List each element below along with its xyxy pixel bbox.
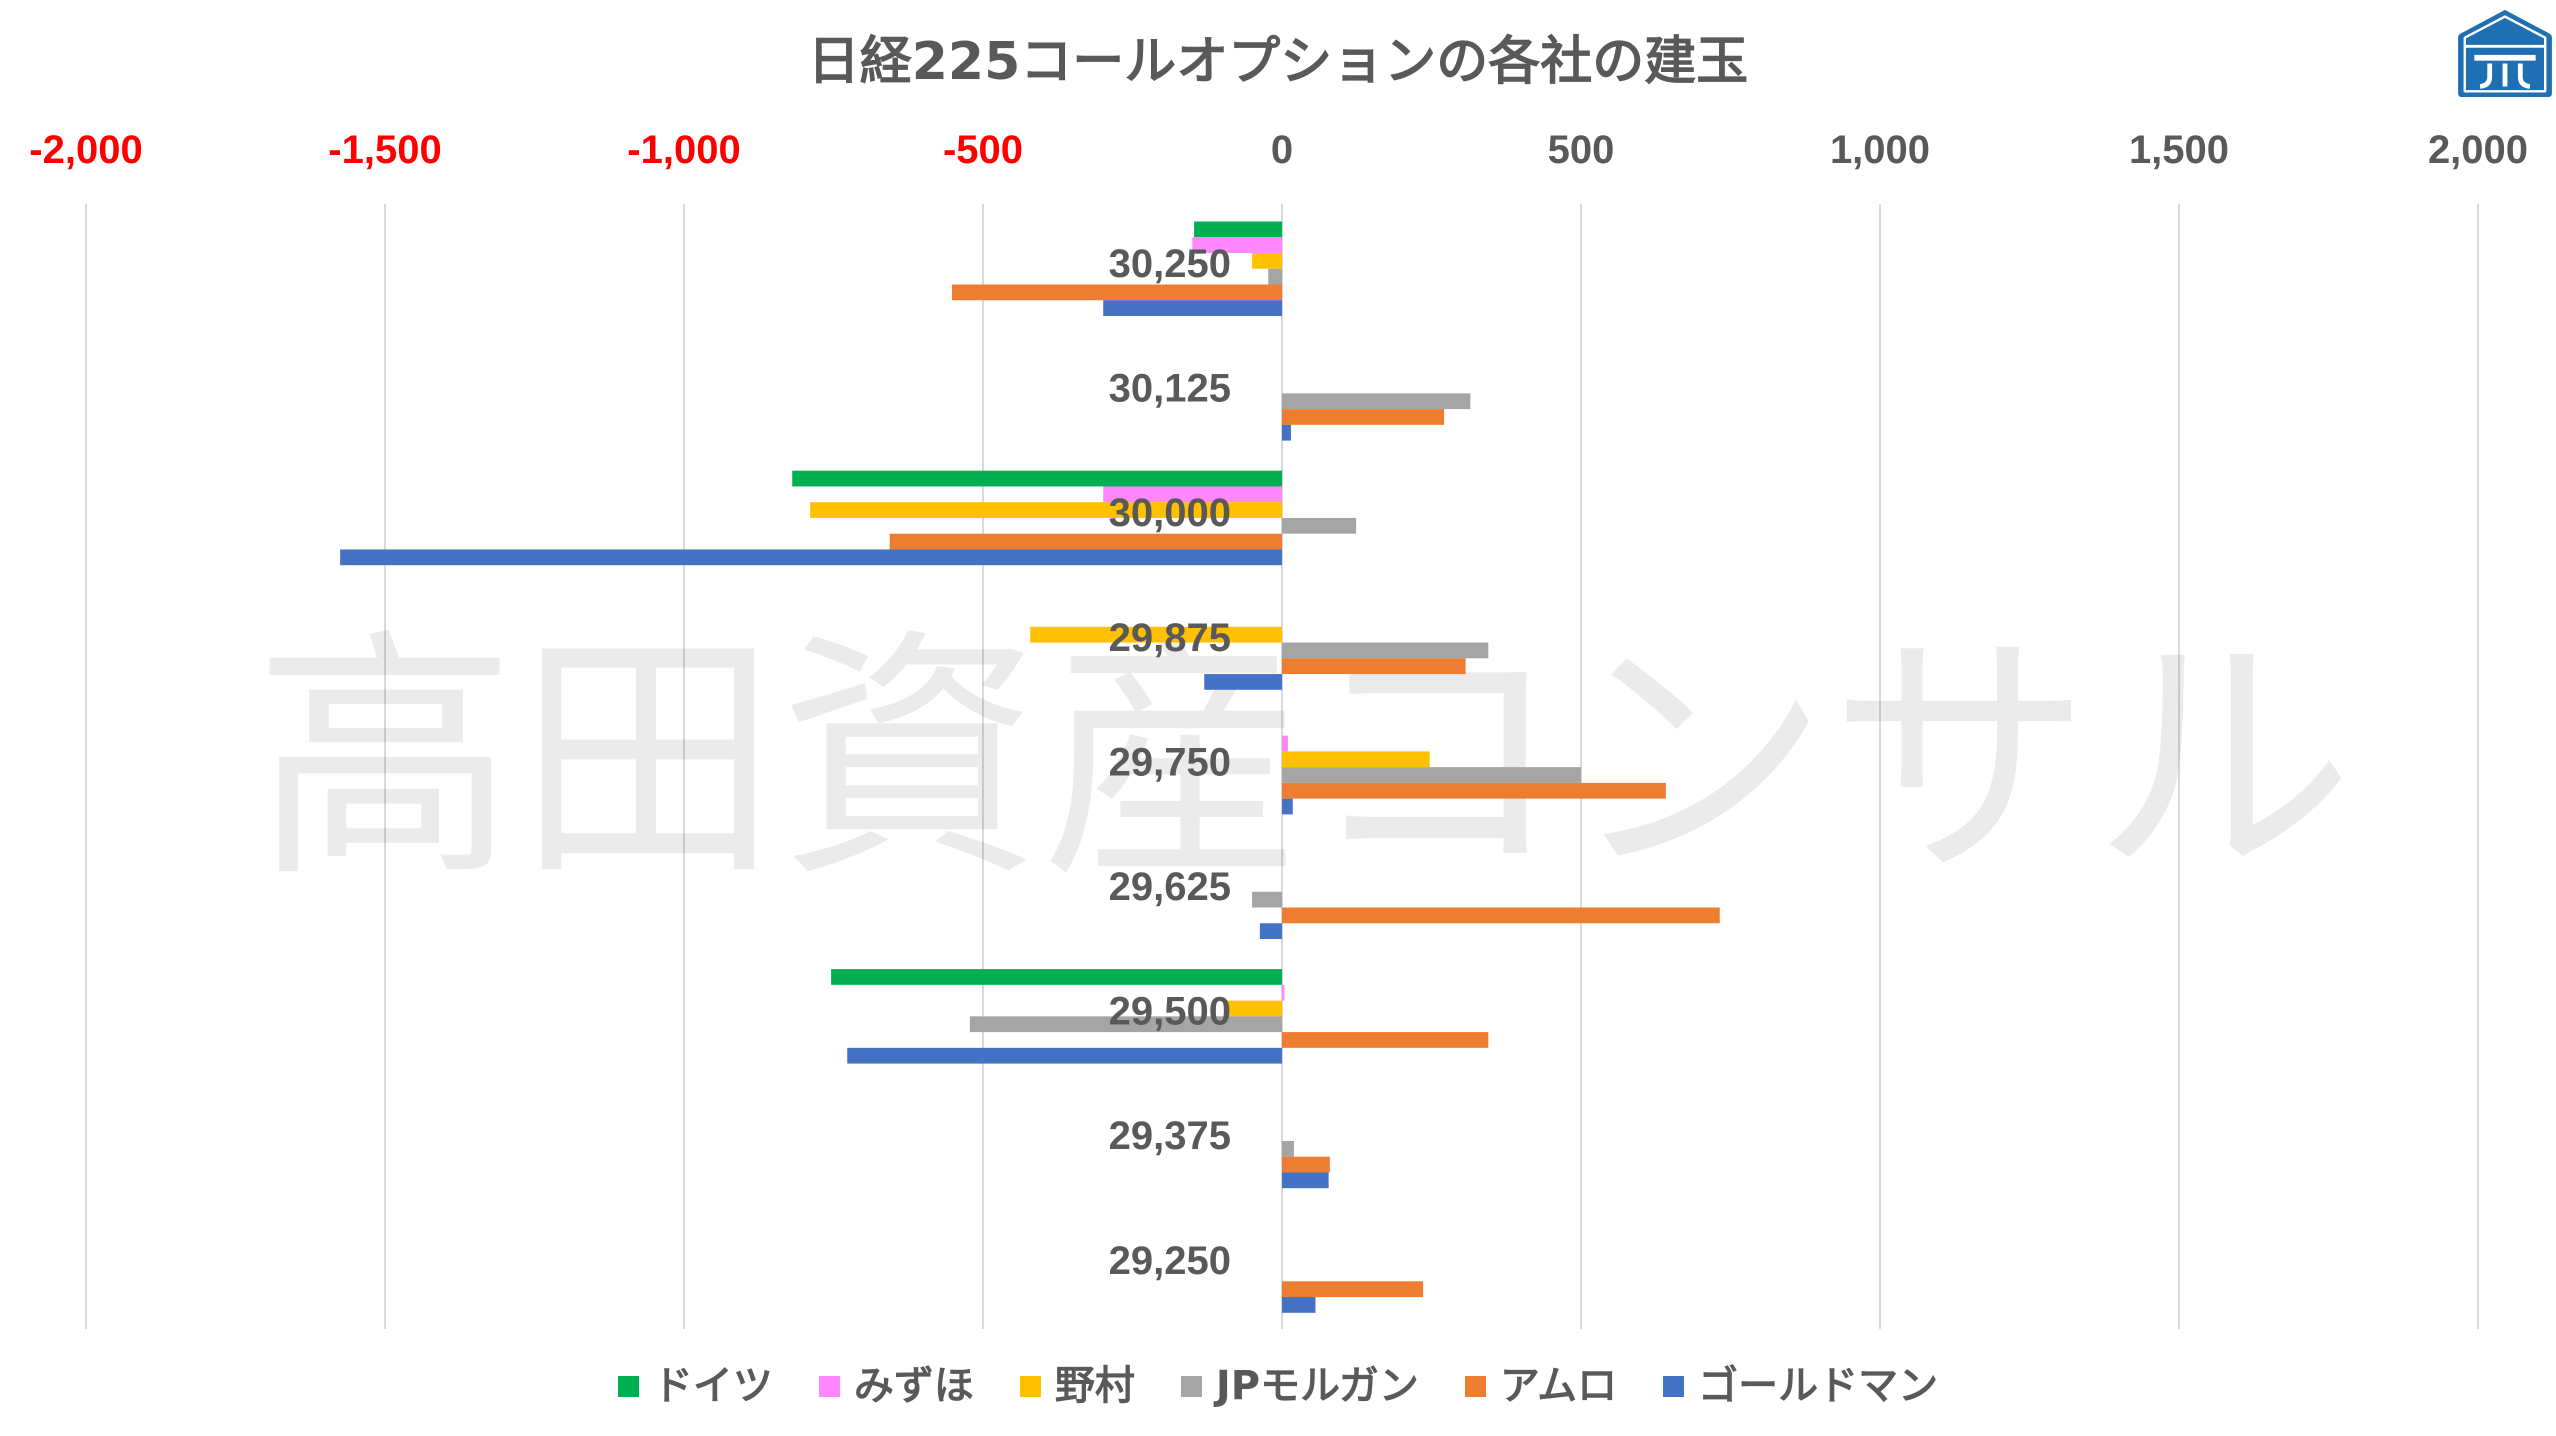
legend-label-deutsche: ドイツ — [652, 1363, 773, 1409]
legend-marker-mizuho — [818, 1375, 840, 1397]
legend-label-amro: アムロ — [1499, 1363, 1618, 1409]
bar-mizuho-29500 — [1282, 984, 1285, 1001]
legend-label-nomura: 野村 — [1054, 1363, 1135, 1409]
bar-amro-29875 — [1282, 658, 1466, 675]
legend-marker-amro — [1464, 1375, 1486, 1397]
axis-labels: -2,000 -1,500 -1,000 -500 0 500 1,000 1,500 2,00… — [29, 128, 2528, 1283]
x-tick-label: -2,000 — [29, 128, 142, 172]
bar-mizuho-29750 — [1282, 735, 1288, 752]
legend-item-goldman: ゴールドマン — [1663, 1362, 1938, 1410]
bar-mizuho-30250 — [1192, 237, 1282, 253]
bar-goldman-30000 — [340, 549, 1282, 566]
bar-jpmorgan-29750 — [1282, 767, 1581, 783]
category-label: 29,500 — [1109, 990, 1231, 1034]
legend-label-goldman: ゴールドマン — [1698, 1363, 1939, 1409]
bar-nomura-30250 — [1252, 253, 1282, 269]
category-label: 29,875 — [1109, 616, 1231, 660]
house-logo-icon — [2458, 9, 2552, 98]
x-tick-label: 2,000 — [2428, 128, 2528, 172]
bar-jpmorgan-29500 — [969, 1016, 1282, 1033]
x-tick-label: 1,000 — [1830, 128, 1930, 172]
legend-label-jpmorgan: JPモルガン — [1215, 1363, 1419, 1409]
bar-goldman-29250 — [1282, 1297, 1316, 1313]
chart-title: 日経225コールオプションの各社の建玉 — [807, 32, 1749, 92]
category-label: 29,625 — [1109, 865, 1231, 909]
bar-jpmorgan-29875 — [1282, 642, 1489, 659]
bar-amro-30250 — [951, 284, 1282, 301]
x-tick-label: 0 — [1271, 128, 1293, 172]
bar-goldman-29500 — [847, 1047, 1282, 1064]
bar-goldman-29750 — [1282, 798, 1293, 815]
legend-item-mizuho: みずほ — [818, 1362, 974, 1410]
category-label: 29,250 — [1109, 1239, 1231, 1283]
bar-nomura-29500 — [1225, 1000, 1282, 1017]
category-label: 30,000 — [1109, 491, 1231, 535]
bar-amro-29500 — [1282, 1032, 1489, 1048]
bar-jpmorgan-29625 — [1252, 891, 1282, 908]
bar-nomura-30000 — [810, 502, 1282, 518]
x-tick-label: -1,000 — [627, 128, 740, 172]
legend-item-amro: アムロ — [1464, 1362, 1618, 1410]
legend-marker-goldman — [1663, 1375, 1685, 1397]
bar-amro-29625 — [1282, 907, 1720, 924]
bar-deutsche-29500 — [831, 969, 1282, 985]
bar-amro-30000 — [889, 533, 1282, 550]
x-tick-label: -500 — [943, 128, 1023, 172]
category-label: 29,375 — [1109, 1114, 1231, 1158]
bar-nomura-29750 — [1282, 751, 1430, 768]
bar-goldman-30125 — [1282, 424, 1291, 441]
legend-marker-deutsche — [617, 1375, 639, 1397]
legend-label-mizuho: みずほ — [853, 1363, 974, 1409]
legend-marker-jpmorgan — [1180, 1375, 1202, 1397]
bar-goldman-30250 — [1103, 300, 1282, 316]
bar-amro-29375 — [1282, 1156, 1330, 1173]
x-tick-label: 1,500 — [2129, 128, 2229, 172]
x-tick-label: -1,500 — [328, 128, 441, 172]
chart-legend: ドイツ みずほ 野村 JPモルガン アムロ ゴールドマン — [0, 1362, 2556, 1410]
bar-amro-29750 — [1282, 782, 1666, 799]
bars — [340, 221, 1720, 1313]
bar-goldman-29375 — [1282, 1172, 1329, 1189]
legend-item-nomura: 野村 — [1019, 1362, 1135, 1410]
legend-item-deutsche: ドイツ — [617, 1362, 773, 1410]
x-tick-label: 500 — [1548, 128, 1615, 172]
bar-jpmorgan-30250 — [1268, 268, 1282, 285]
legend-item-jpmorgan: JPモルガン — [1180, 1362, 1419, 1410]
bar-deutsche-30250 — [1194, 221, 1282, 238]
bar-mizuho-30000 — [1103, 486, 1282, 503]
category-label: 30,250 — [1109, 242, 1231, 286]
bar-amro-29250 — [1282, 1281, 1424, 1298]
bar-deutsche-30000 — [792, 470, 1282, 487]
bar-goldman-29875 — [1204, 674, 1282, 690]
bar-jpmorgan-29375 — [1282, 1140, 1294, 1157]
category-label: 30,125 — [1109, 367, 1231, 411]
bar-nomura-29875 — [1030, 626, 1282, 643]
bar-amro-30125 — [1282, 409, 1445, 425]
category-label: 29,750 — [1109, 740, 1231, 784]
bar-goldman-29625 — [1259, 923, 1282, 939]
bar-jpmorgan-30000 — [1282, 517, 1357, 534]
bar-jpmorgan-30125 — [1282, 393, 1471, 410]
legend-marker-nomura — [1019, 1375, 1041, 1397]
